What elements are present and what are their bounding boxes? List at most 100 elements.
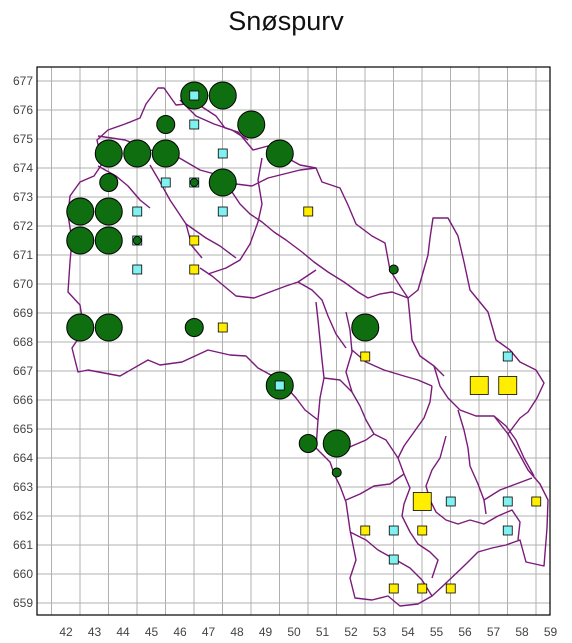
yellow-square-small bbox=[189, 264, 200, 275]
observation-markers bbox=[66, 81, 542, 594]
inner-boundary bbox=[297, 281, 347, 349]
x-tick-label: 58 bbox=[515, 625, 529, 639]
x-tick-label: 59 bbox=[544, 625, 558, 639]
green-circle-tiny bbox=[132, 236, 142, 245]
y-tick-label: 676 bbox=[13, 103, 33, 117]
green-circle-medium bbox=[99, 173, 119, 192]
inner-boundary bbox=[97, 165, 151, 209]
x-tick-label: 48 bbox=[230, 625, 244, 639]
inner-boundary bbox=[373, 433, 405, 475]
y-axis-ticks: 659 660 661 662 663 664 665 666 667 668 669 670 671 6… bbox=[13, 74, 33, 610]
green-circle-medium bbox=[156, 115, 176, 134]
green-circle-medium bbox=[298, 434, 318, 453]
yellow-square-small bbox=[217, 322, 228, 333]
y-tick-label: 664 bbox=[13, 451, 33, 465]
x-tick-label: 43 bbox=[88, 625, 102, 639]
x-tick-label: 45 bbox=[145, 625, 159, 639]
inner-boundary bbox=[251, 167, 317, 187]
y-tick-label: 672 bbox=[13, 219, 33, 233]
green-circle-large bbox=[94, 226, 123, 255]
green-circle-large bbox=[351, 313, 380, 342]
y-tick-label: 669 bbox=[13, 306, 33, 320]
inner-boundary bbox=[207, 157, 263, 275]
inner-boundary bbox=[301, 251, 409, 299]
cyan-square bbox=[160, 177, 171, 188]
inner-boundary bbox=[315, 301, 325, 421]
inner-boundary bbox=[469, 509, 521, 541]
green-circle-large bbox=[151, 139, 180, 168]
yellow-square-small bbox=[388, 583, 399, 594]
green-circle-small bbox=[331, 467, 342, 478]
green-circle-large bbox=[322, 429, 351, 458]
y-tick-label: 674 bbox=[13, 161, 33, 175]
y-tick-label: 677 bbox=[13, 74, 33, 88]
x-tick-label: 49 bbox=[259, 625, 273, 639]
yellow-square-small bbox=[303, 206, 314, 217]
cyan-square bbox=[502, 525, 513, 536]
inner-boundary bbox=[149, 164, 203, 259]
x-tick-label: 42 bbox=[59, 625, 73, 639]
x-tick-label: 57 bbox=[487, 625, 501, 639]
green-circle-large bbox=[265, 139, 294, 168]
cyan-square bbox=[132, 264, 143, 275]
inner-boundary bbox=[425, 435, 471, 525]
green-circle-large bbox=[94, 313, 123, 342]
x-tick-label: 52 bbox=[344, 625, 358, 639]
green-circle-large bbox=[66, 226, 95, 255]
inner-boundary bbox=[397, 385, 433, 459]
cyan-square bbox=[217, 206, 228, 217]
yellow-square-small bbox=[417, 525, 428, 536]
y-tick-label: 665 bbox=[13, 422, 33, 436]
y-tick-label: 662 bbox=[13, 509, 33, 523]
y-tick-label: 671 bbox=[13, 248, 33, 262]
cyan-square bbox=[445, 496, 456, 507]
x-tick-label: 54 bbox=[401, 625, 415, 639]
green-circle-large bbox=[94, 139, 123, 168]
y-tick-label: 670 bbox=[13, 277, 33, 291]
y-tick-label: 666 bbox=[13, 393, 33, 407]
x-tick-label: 53 bbox=[373, 625, 387, 639]
inner-boundary bbox=[185, 223, 237, 259]
cyan-square bbox=[502, 351, 513, 362]
cyan-square bbox=[388, 525, 399, 536]
cyan-square bbox=[274, 380, 285, 391]
yellow-square-large bbox=[469, 376, 489, 395]
x-tick-label: 56 bbox=[458, 625, 472, 639]
green-circle-large bbox=[208, 168, 237, 197]
green-circle-medium bbox=[184, 318, 204, 337]
y-tick-label: 667 bbox=[13, 364, 33, 378]
yellow-square-small bbox=[189, 235, 200, 246]
y-tick-label: 668 bbox=[13, 335, 33, 349]
inner-boundary bbox=[493, 415, 535, 477]
green-circle-small bbox=[388, 264, 399, 275]
y-tick-label: 659 bbox=[13, 596, 33, 610]
cyan-square bbox=[189, 119, 200, 130]
yellow-square-small bbox=[360, 525, 371, 536]
green-circle-large bbox=[208, 81, 237, 110]
map-title: Snøspurv bbox=[228, 6, 344, 36]
inner-boundary bbox=[401, 473, 439, 579]
inner-boundary bbox=[199, 267, 317, 299]
green-circle-large bbox=[237, 110, 266, 139]
y-tick-label: 663 bbox=[13, 480, 33, 494]
green-circle-tiny bbox=[189, 178, 199, 187]
map-frame bbox=[36, 66, 551, 616]
cyan-square bbox=[217, 148, 228, 159]
y-tick-label: 661 bbox=[13, 538, 33, 552]
yellow-square-small bbox=[360, 351, 371, 362]
yellow-square-small bbox=[417, 583, 428, 594]
yellow-square-small bbox=[531, 496, 542, 507]
green-circle-large bbox=[66, 313, 95, 342]
x-tick-label: 44 bbox=[116, 625, 130, 639]
green-circle-large bbox=[66, 197, 95, 226]
x-axis-ticks: 42 43 44 45 46 47 48 49 50 51 52 53 54 55 56 57 58 59 bbox=[59, 625, 557, 639]
inner-boundary bbox=[345, 473, 405, 501]
cyan-square bbox=[132, 206, 143, 217]
x-tick-label: 51 bbox=[316, 625, 330, 639]
y-tick-label: 660 bbox=[13, 567, 33, 581]
inner-boundary bbox=[457, 409, 487, 515]
inner-boundary bbox=[345, 311, 375, 435]
green-circle-large bbox=[123, 139, 152, 168]
inner-boundary bbox=[225, 175, 303, 253]
